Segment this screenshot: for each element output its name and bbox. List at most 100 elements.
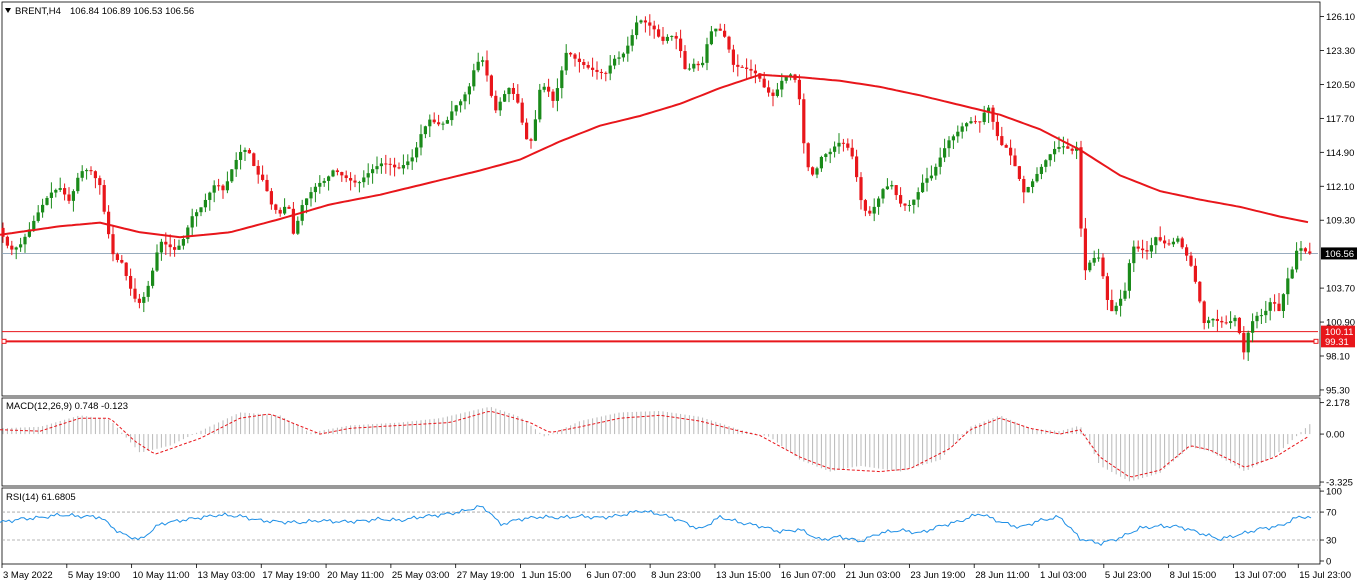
rsi-levels xyxy=(2,511,1318,541)
candle-body xyxy=(683,51,687,70)
candle-body xyxy=(1268,302,1272,311)
candle-body xyxy=(626,45,630,54)
candle-body xyxy=(252,153,256,166)
candle-body xyxy=(679,38,683,52)
candle-body xyxy=(366,173,370,178)
time-tick-label: 1 Jun 15:00 xyxy=(522,570,572,581)
candle-body xyxy=(375,166,379,170)
candle-body xyxy=(1220,320,1224,323)
candle-body xyxy=(881,189,885,199)
candle-body xyxy=(943,148,947,158)
candle-body xyxy=(802,99,806,144)
candle-body xyxy=(269,191,273,205)
candle-body xyxy=(19,244,23,248)
candle-body xyxy=(1127,263,1131,291)
candle-body xyxy=(23,236,27,245)
candle-body xyxy=(186,227,190,240)
candle-body xyxy=(916,192,920,200)
candle-body xyxy=(261,174,265,180)
time-tick-label: 23 Jun 19:00 xyxy=(910,570,965,581)
candle-body xyxy=(956,131,960,137)
candle-body xyxy=(846,143,850,148)
candle-body xyxy=(344,175,348,179)
time-tick-label: 13 Jun 15:00 xyxy=(716,570,771,581)
candle-body xyxy=(639,20,643,23)
candle-body xyxy=(982,112,986,123)
candle-body xyxy=(1264,310,1268,316)
candle-body xyxy=(758,73,762,79)
candle-body xyxy=(978,121,982,123)
candle-body xyxy=(784,76,788,81)
candle-body xyxy=(885,186,889,190)
candle-body xyxy=(1044,160,1048,167)
candle-body xyxy=(1303,248,1307,252)
candle-body xyxy=(322,180,326,183)
time-tick-label: 5 May 19:00 xyxy=(68,570,120,581)
candle-body xyxy=(1017,166,1021,179)
candle-body xyxy=(129,275,133,289)
macd-panel-frame xyxy=(1,397,1321,487)
candle-body xyxy=(1255,315,1259,322)
candle-body xyxy=(155,252,159,271)
candle-body xyxy=(1224,322,1228,324)
candle-body xyxy=(714,28,718,32)
candle-body xyxy=(397,167,401,169)
candle-body xyxy=(661,36,665,41)
candle-body xyxy=(797,79,801,100)
time-tick-label: 3 May 2022 xyxy=(3,570,53,581)
candle-body xyxy=(265,179,269,192)
candle-body xyxy=(591,67,595,70)
candle-body xyxy=(1132,246,1136,264)
candle-body xyxy=(278,209,282,214)
candle-body xyxy=(225,181,229,191)
level-price-label: 100.11 xyxy=(1325,327,1353,338)
candle-body xyxy=(991,107,995,122)
candle-body xyxy=(291,208,295,234)
candle-body xyxy=(467,86,471,95)
candle-body xyxy=(93,171,97,179)
candle-body xyxy=(1101,257,1105,277)
collapse-triangle-icon[interactable] xyxy=(5,8,11,13)
candle-body xyxy=(393,164,397,168)
candle-body xyxy=(736,64,740,67)
candle-body xyxy=(98,178,102,186)
candle-body xyxy=(599,71,603,73)
candle-body xyxy=(1163,240,1167,244)
price-tick-label: 114.90 xyxy=(1326,148,1354,159)
candle-body xyxy=(965,123,969,127)
candle-body xyxy=(1145,250,1149,252)
candle-body xyxy=(586,65,590,68)
candle-body xyxy=(1295,250,1299,270)
candle-body xyxy=(1229,321,1233,324)
time-tick-label: 8 Jul 15:00 xyxy=(1170,570,1216,581)
candle-body xyxy=(1092,257,1096,263)
candle-body xyxy=(1286,278,1290,295)
candle-body xyxy=(401,165,405,169)
candle-body xyxy=(41,204,45,213)
candle-body xyxy=(1110,299,1114,312)
candle-body xyxy=(841,142,845,144)
time-tick-label: 1 Jul 03:00 xyxy=(1040,570,1086,581)
price-tick-label: 120.50 xyxy=(1326,80,1355,91)
candle-body xyxy=(1202,301,1206,324)
candle-body xyxy=(912,199,916,205)
candle-body xyxy=(313,186,317,193)
candle-body xyxy=(36,212,40,221)
candle-body xyxy=(569,52,573,55)
time-tick-label: 17 May 19:00 xyxy=(262,570,320,581)
candle-body xyxy=(1048,154,1052,161)
candle-body xyxy=(1119,298,1123,306)
candle-body xyxy=(71,191,75,201)
price-tick-label: 126.10 xyxy=(1326,12,1355,23)
candle-body xyxy=(1277,303,1281,312)
candle-body xyxy=(133,288,137,299)
time-tick-label: 28 Jun 11:00 xyxy=(975,570,1029,581)
level-price-tag xyxy=(1321,325,1355,338)
candle-body xyxy=(85,170,89,172)
candle-body xyxy=(384,163,388,165)
candle-body xyxy=(450,111,454,121)
candle-body xyxy=(762,78,766,88)
time-tick-label: 20 May 11:00 xyxy=(327,570,384,581)
candle-body xyxy=(824,154,828,157)
